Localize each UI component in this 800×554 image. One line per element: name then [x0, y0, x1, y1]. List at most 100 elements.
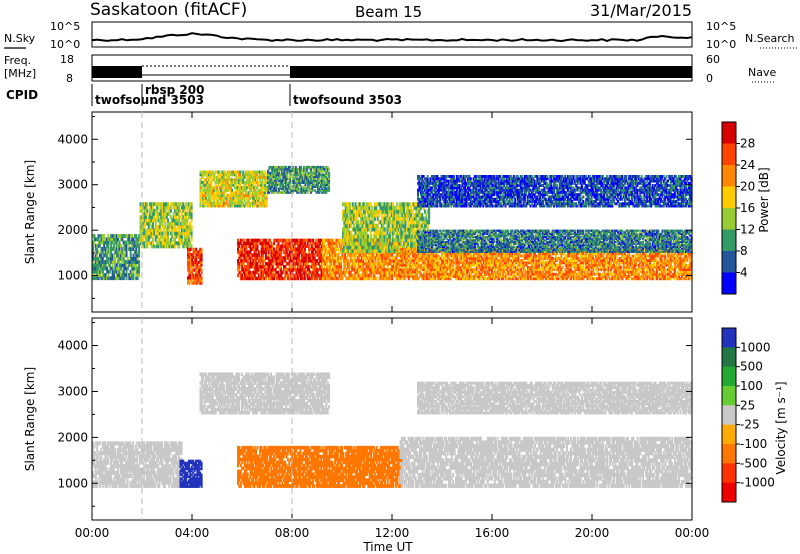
heatmap-cell [394, 220, 397, 225]
heatmap-cell [314, 175, 317, 179]
heatmap-cell [414, 268, 417, 272]
heatmap-cell [207, 175, 210, 179]
heatmap-cell [115, 253, 118, 258]
heatmap-cell [371, 267, 374, 272]
heatmap-cell [175, 231, 178, 236]
heatmap-cell [302, 270, 305, 275]
heatmap-cell [486, 263, 489, 267]
heatmap-cell [106, 266, 108, 271]
heatmap-cell [411, 216, 414, 221]
heatmap-cell [220, 188, 223, 192]
heatmap-cell [389, 216, 392, 221]
heatmap-cell [343, 216, 346, 221]
heatmap-cell [132, 260, 135, 264]
heatmap-cell [239, 241, 242, 246]
heatmap-cell [269, 189, 272, 192]
heatmap-cell [443, 252, 446, 256]
heatmap-cell [178, 208, 181, 213]
noise-panel: N.Sky 10^5 10^0 10^5 10^0 N.Search [4, 20, 797, 51]
heatmap-cell [200, 278, 203, 283]
heatmap-cell [262, 244, 265, 248]
heatmap-cell [360, 241, 363, 246]
heatmap-cell [474, 254, 477, 258]
heatmap-cell [249, 188, 252, 192]
heatmap-cell [276, 247, 278, 251]
heatmap-cell [473, 263, 475, 267]
heatmap-cell [253, 196, 256, 200]
heatmap-cell [428, 261, 431, 265]
heatmap-cell [322, 241, 324, 246]
heatmap-cell [128, 234, 131, 238]
heatmap-cell [409, 252, 412, 256]
heatmap-cell [245, 186, 247, 190]
heatmap-cell [254, 191, 257, 195]
heatmap-cell [326, 177, 329, 181]
heatmap-cell [283, 265, 285, 269]
heatmap-cell [296, 167, 299, 171]
heatmap-cell [308, 270, 311, 275]
heatmap-cell [290, 256, 292, 260]
heatmap-cell [94, 260, 97, 264]
heatmap-cell [378, 253, 381, 257]
heatmap-cell [96, 237, 99, 242]
heatmap-cell [371, 223, 374, 228]
heatmap-cell [303, 169, 306, 173]
heatmap-cell [456, 275, 459, 278]
heatmap-cell [284, 259, 287, 263]
heatmap-cell [326, 273, 329, 278]
heatmap-cell [179, 231, 182, 236]
heatmap-cell [315, 185, 318, 188]
heatmap-cell [390, 241, 393, 246]
heatmap-cell [108, 240, 111, 245]
heatmap-cell [269, 171, 272, 175]
heatmap-cell [283, 167, 286, 171]
heatmap-cell [353, 213, 356, 218]
heatmap-cell [322, 273, 324, 278]
heatmap-cell [358, 202, 361, 207]
heatmap-cell [386, 241, 389, 246]
heatmap-cell [261, 173, 264, 177]
heatmap-cell [264, 199, 267, 203]
heatmap-cell [362, 238, 365, 243]
heatmap-cell [407, 241, 410, 246]
heatmap-cell [128, 247, 131, 251]
heatmap-cell [245, 270, 248, 275]
heatmap-cell [327, 276, 330, 281]
heatmap-cell [93, 256, 96, 261]
heatmap-cell [101, 269, 104, 274]
heatmap-cell [287, 187, 290, 190]
heatmap-cell [326, 181, 329, 184]
heatmap-cell [278, 259, 281, 263]
heatmap-cell [340, 262, 342, 266]
heatmap-cell [357, 213, 360, 218]
heatmap-cell [236, 186, 239, 190]
heatmap-cell [428, 268, 431, 272]
heatmap-cell [405, 205, 408, 211]
heatmap-cell [183, 208, 186, 213]
heatmap-cell [222, 199, 225, 203]
heatmap-cell [193, 250, 196, 254]
heatmap-cell [296, 244, 299, 248]
heatmap-cell [269, 185, 272, 188]
heatmap-cell [257, 199, 260, 203]
heatmap-cell [306, 241, 309, 246]
heatmap-cell [382, 209, 385, 214]
heatmap-cell [373, 230, 376, 236]
heatmap-cell [271, 267, 274, 272]
heatmap-cell [139, 225, 142, 229]
heatmap-cell [281, 241, 284, 246]
heatmap-cell [316, 253, 319, 257]
heatmap-cell [104, 237, 107, 242]
heatmap-cell [114, 276, 117, 281]
heatmap-cell [376, 241, 379, 246]
heatmap-cell [235, 173, 238, 177]
heatmap-cell [305, 187, 308, 190]
heatmap-cell [378, 234, 381, 239]
heatmap-cell [192, 260, 195, 264]
heatmap-cell [359, 262, 362, 266]
heatmap-cell [428, 272, 431, 276]
heatmap-cell [149, 218, 152, 223]
heatmap-cell [199, 183, 202, 187]
heatmap-cell [222, 191, 225, 195]
heatmap-cell [140, 218, 143, 223]
